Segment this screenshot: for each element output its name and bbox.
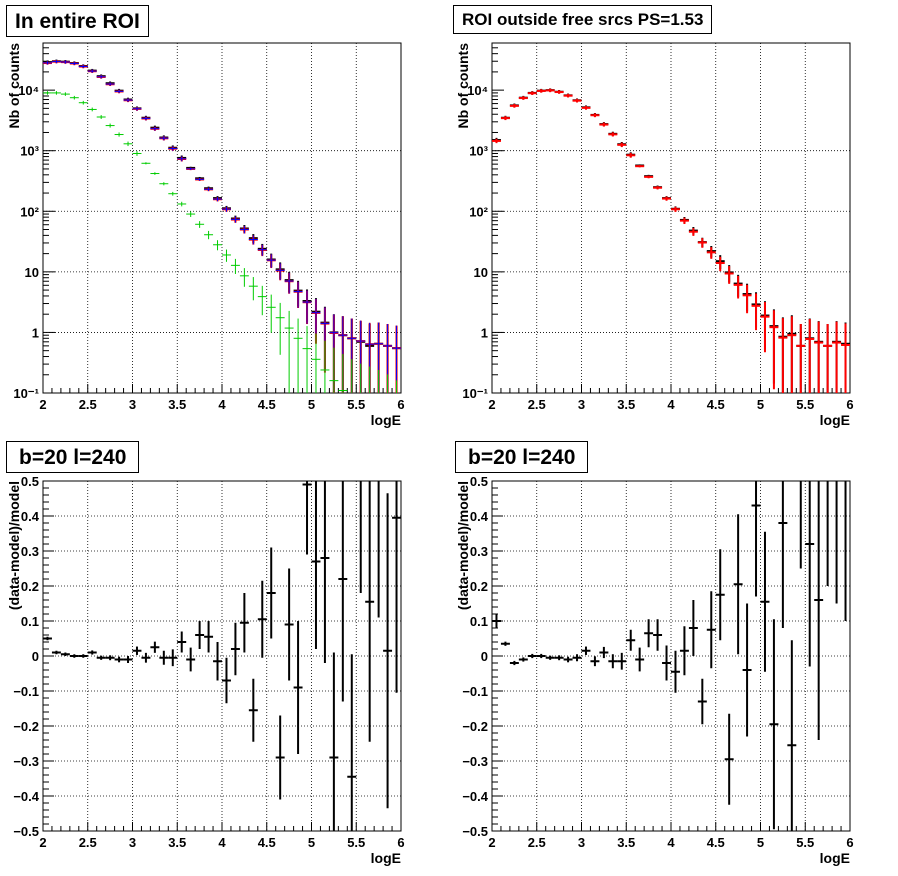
x-tick-label: 3 xyxy=(129,835,136,850)
y-tick-label: 0.5 xyxy=(470,474,488,489)
x-axis-title: logE xyxy=(371,850,401,866)
x-tick-label: 4.5 xyxy=(258,835,276,850)
y-tick-label: 10 xyxy=(474,265,488,280)
x-axis-title: logE xyxy=(820,412,850,428)
y-tick-label: 0.1 xyxy=(21,614,39,629)
series-1 xyxy=(492,88,850,393)
panel-title-outside-free-srcs: ROI outside free srcs PS=1.53 xyxy=(453,5,713,34)
x-tick-label: 3.5 xyxy=(168,835,186,850)
y-tick-label: 0.5 xyxy=(21,474,39,489)
x-tick-label: 6 xyxy=(846,835,853,850)
x-tick-label: 4 xyxy=(218,835,226,850)
y-tick-label: 10³ xyxy=(469,144,488,159)
series-0 xyxy=(43,481,401,831)
panel-title-residual-left: b=20 l=240 xyxy=(6,441,140,473)
x-tick-label: 4.5 xyxy=(707,835,725,850)
x-tick-label: 2.5 xyxy=(79,397,97,412)
x-tick-label: 2.5 xyxy=(79,835,97,850)
y-tick-label: 10² xyxy=(469,204,488,219)
y-tick-label: 10² xyxy=(20,204,39,219)
x-tick-label: 5.5 xyxy=(347,397,365,412)
y-tick-label: 10⁻¹ xyxy=(13,386,39,401)
y-tick-label: 10⁴ xyxy=(467,83,488,98)
y-tick-label: −0.4 xyxy=(462,789,488,804)
y-tick-label: −0.4 xyxy=(13,789,39,804)
x-tick-label: 3 xyxy=(578,835,585,850)
x-tick-label: 3 xyxy=(578,397,585,412)
series-3 xyxy=(43,91,398,393)
x-tick-label: 2 xyxy=(488,835,495,850)
x-tick-label: 4 xyxy=(218,397,226,412)
y-tick-label: −0.3 xyxy=(462,754,488,769)
series-0 xyxy=(492,481,847,831)
x-axis-title: logE xyxy=(371,412,401,428)
x-tick-label: 2.5 xyxy=(528,397,546,412)
chart-panel-0: 2 2.5 3 3.5 4 4.5 5 5.5 6 10⁻¹ 1 10 10² 10³ 10⁴ logE Nb … xyxy=(6,42,405,428)
panel-title-residual-right: b=20 l=240 xyxy=(455,441,589,473)
x-tick-label: 3 xyxy=(129,397,136,412)
x-tick-label: 5 xyxy=(308,835,315,850)
x-tick-label: 3.5 xyxy=(617,835,635,850)
y-axis-title: Nb of counts xyxy=(6,43,22,129)
y-tick-label: −0.5 xyxy=(13,824,39,839)
y-axis-title: Nb of counts xyxy=(455,43,471,129)
y-tick-label: 1 xyxy=(481,325,488,340)
y-tick-label: 0 xyxy=(481,649,488,664)
x-tick-label: 2 xyxy=(39,397,46,412)
y-tick-label: 0.4 xyxy=(21,509,40,524)
y-tick-label: 0.4 xyxy=(470,509,489,524)
y-tick-label: 0.2 xyxy=(470,579,488,594)
y-tick-label: 10⁻¹ xyxy=(462,386,488,401)
chart-panel-3: 2 2.5 3 3.5 4 4.5 5 5.5 6 −0.5 −0.4 −0.3 −0.2 −0.1 0 0.… xyxy=(455,474,854,866)
y-tick-label: 1 xyxy=(32,325,39,340)
x-tick-label: 5.5 xyxy=(796,397,814,412)
panel-title-entire-roi: In entire ROI xyxy=(6,5,149,37)
x-tick-label: 5.5 xyxy=(347,835,365,850)
y-tick-label: −0.3 xyxy=(13,754,39,769)
x-axis-title: logE xyxy=(820,850,850,866)
y-tick-label: −0.2 xyxy=(13,719,39,734)
y-tick-label: 0 xyxy=(32,649,39,664)
x-tick-label: 4.5 xyxy=(707,397,725,412)
chart-panel-2: 2 2.5 3 3.5 4 4.5 5 5.5 6 −0.5 −0.4 −0.3 −0.2 −0.1 0 0.… xyxy=(6,474,405,866)
y-tick-label: −0.2 xyxy=(462,719,488,734)
x-tick-label: 4 xyxy=(667,835,675,850)
x-tick-label: 5 xyxy=(757,835,764,850)
x-tick-label: 6 xyxy=(397,397,404,412)
x-tick-label: 2.5 xyxy=(528,835,546,850)
x-tick-label: 5 xyxy=(757,397,764,412)
y-tick-label: 10 xyxy=(25,265,39,280)
y-tick-label: 0.3 xyxy=(470,544,488,559)
x-tick-label: 3.5 xyxy=(617,397,635,412)
y-tick-label: 0.1 xyxy=(470,614,488,629)
y-axis-title: (data-model)/model xyxy=(455,481,471,610)
y-tick-label: 0.2 xyxy=(21,579,39,594)
x-tick-label: 4.5 xyxy=(258,397,276,412)
y-axis-title: (data-model)/model xyxy=(6,481,22,610)
x-tick-label: 5 xyxy=(308,397,315,412)
x-tick-label: 6 xyxy=(846,397,853,412)
y-tick-label: −0.1 xyxy=(13,684,39,699)
x-tick-label: 2 xyxy=(488,397,495,412)
series-0 xyxy=(492,88,850,393)
x-tick-label: 5.5 xyxy=(796,835,814,850)
x-tick-label: 3.5 xyxy=(168,397,186,412)
y-tick-label: 0.3 xyxy=(21,544,39,559)
y-tick-label: 10³ xyxy=(20,144,39,159)
chart-panel-1: 2 2.5 3 3.5 4 4.5 5 5.5 6 10⁻¹ 1 10 10² 10³ 10⁴ logE Nb … xyxy=(455,42,854,428)
x-tick-label: 6 xyxy=(397,835,404,850)
y-tick-label: −0.5 xyxy=(462,824,488,839)
x-tick-label: 2 xyxy=(39,835,46,850)
y-tick-label: 10⁴ xyxy=(18,83,39,98)
x-tick-label: 4 xyxy=(667,397,675,412)
y-tick-label: −0.1 xyxy=(462,684,488,699)
